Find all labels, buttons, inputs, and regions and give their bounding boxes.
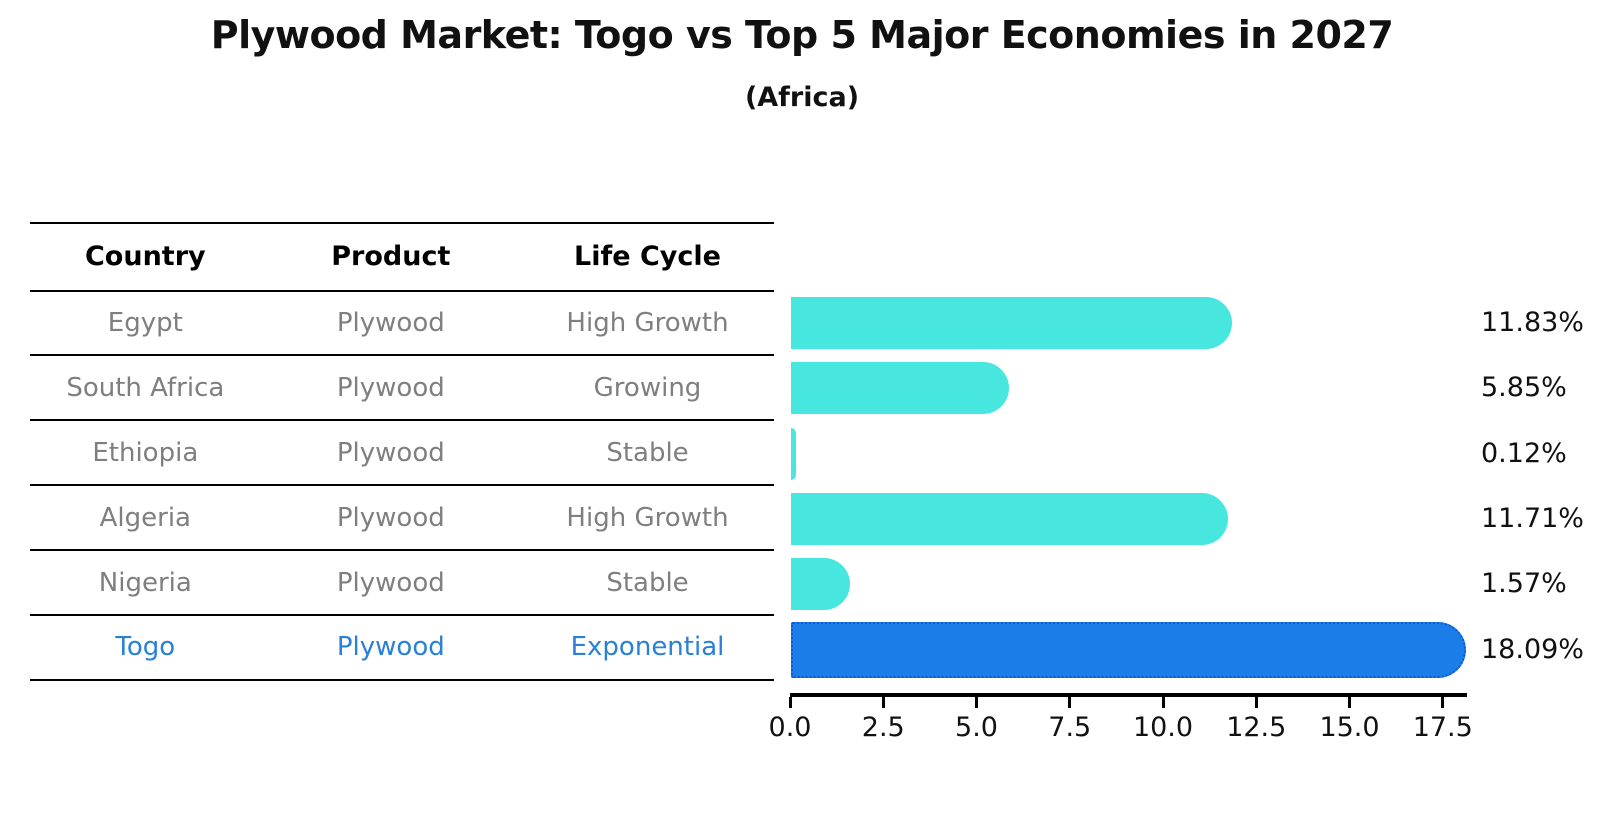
table-row-ethiopia: Ethiopia Plywood Stable <box>30 421 774 487</box>
bar-value-label-egypt: 11.83% <box>1481 306 1584 338</box>
bar-ethiopia <box>791 427 796 480</box>
x-axis-tick-label: 12.5 <box>1226 712 1287 743</box>
bar-value-label-ethiopia: 0.12% <box>1481 437 1567 469</box>
table-header-country: Country <box>84 241 206 273</box>
x-axis-line <box>790 693 1467 697</box>
bar-south-africa <box>791 362 1010 415</box>
x-axis-tick <box>975 697 978 708</box>
x-axis-tick <box>1348 697 1351 708</box>
table-cell-product: Plywood <box>336 567 445 598</box>
bar-value-label-nigeria: 1.57% <box>1481 568 1567 600</box>
table-cell-country: Egypt <box>107 307 183 338</box>
table-cell-lifecycle: High Growth <box>566 502 729 533</box>
bar-egypt <box>791 296 1233 349</box>
table-cell-product: Plywood <box>336 437 445 468</box>
table-cell-lifecycle: Stable <box>606 437 689 468</box>
bar-nigeria <box>791 558 850 611</box>
table-cell-country: South Africa <box>66 372 225 403</box>
table-cell-country: Togo <box>115 632 176 663</box>
table-row-togo: Togo Plywood Exponential <box>30 616 774 681</box>
table-cell-product: Plywood <box>336 307 445 338</box>
bar-togo <box>791 621 1466 678</box>
chart-title: Plywood Market: Togo vs Top 5 Major Econ… <box>210 13 1394 57</box>
x-axis-tick-label: 5.0 <box>955 712 998 743</box>
table-body: Egypt Plywood High Growth South Africa P… <box>30 292 774 681</box>
table-row-south-africa: South Africa Plywood Growing <box>30 356 774 422</box>
table-cell-lifecycle: Stable <box>606 567 689 598</box>
table-cell-product: Plywood <box>336 632 445 663</box>
table-header-row: Country Product Life Cycle <box>30 224 774 292</box>
country-table: Country Product Life Cycle Egypt Plywood… <box>30 222 774 681</box>
table-cell-lifecycle: High Growth <box>566 307 729 338</box>
table-cell-country: Algeria <box>99 502 191 533</box>
x-axis-tick-label: 17.5 <box>1412 712 1473 743</box>
x-axis-tick-label: 15.0 <box>1319 712 1380 743</box>
chart-subtitle: (Africa) <box>744 82 860 113</box>
x-axis-tick-label: 7.5 <box>1048 712 1092 743</box>
x-axis-tick <box>1254 697 1258 708</box>
table-row-nigeria: Nigeria Plywood Stable <box>30 551 774 616</box>
table-cell-product: Plywood <box>336 502 445 533</box>
table-cell-country: Ethiopia <box>92 437 199 468</box>
table-header-lifecycle: Life Cycle <box>574 241 721 273</box>
bar-value-label-algeria: 11.71% <box>1481 502 1584 534</box>
table-cell-lifecycle: Exponential <box>570 632 725 663</box>
x-axis-tick <box>1441 697 1445 708</box>
bar-value-label-south-africa: 5.85% <box>1481 372 1567 404</box>
table-cell-country: Nigeria <box>98 567 192 598</box>
bar-algeria <box>791 492 1228 545</box>
table-row-algeria: Algeria Plywood High Growth <box>30 486 774 552</box>
bar-value-label-togo: 18.09% <box>1481 633 1584 665</box>
x-axis-tick-label: 2.5 <box>861 712 905 743</box>
x-axis-tick <box>881 697 885 708</box>
x-axis-tick-label: 10.0 <box>1132 712 1194 743</box>
table-cell-lifecycle: Growing <box>593 372 702 403</box>
x-axis-tick <box>1161 697 1165 708</box>
table-cell-product: Plywood <box>336 372 445 403</box>
x-axis-tick-label: 0.0 <box>768 712 812 743</box>
x-axis-tick <box>1068 697 1072 708</box>
x-axis-tick <box>788 697 792 708</box>
table-row-egypt: Egypt Plywood High Growth <box>30 292 774 357</box>
table-header-product: Product <box>331 241 451 273</box>
